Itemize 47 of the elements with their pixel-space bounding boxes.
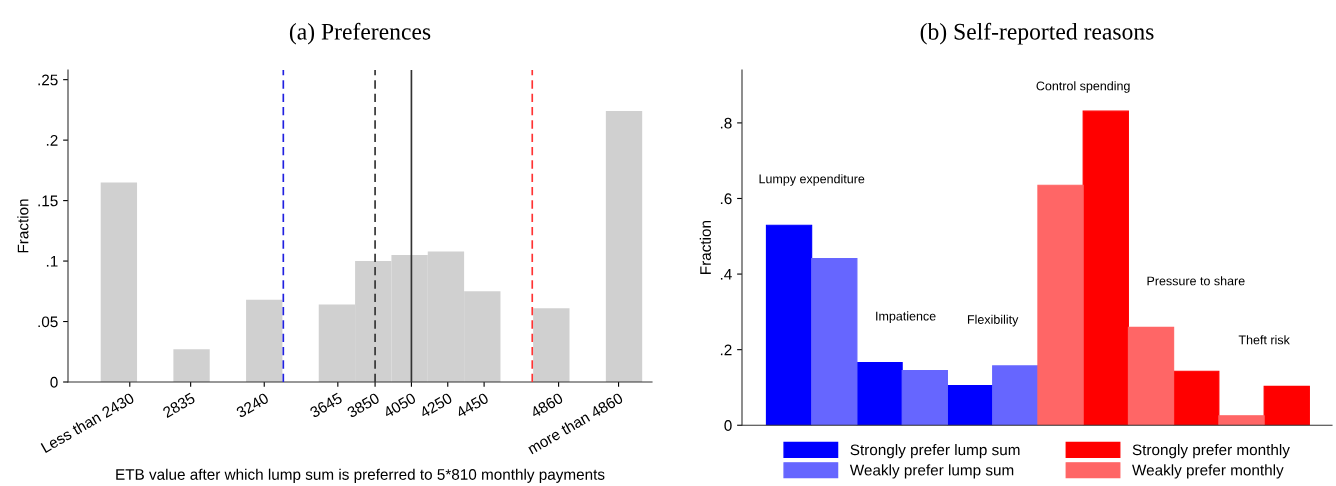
x-tick-label: 3645 bbox=[309, 392, 343, 419]
annotation: Theft risk bbox=[1238, 335, 1290, 345]
y-tick-label: .2 bbox=[720, 344, 732, 356]
y-tick-label: .15 bbox=[38, 195, 58, 207]
bar bbox=[1127, 326, 1175, 426]
y-tick-label: .1 bbox=[46, 256, 58, 267]
bar bbox=[992, 365, 1039, 426]
legend-label: Strongly prefer monthly bbox=[1132, 444, 1290, 459]
legend-label: Weakly prefer monthly bbox=[1132, 464, 1284, 479]
bar bbox=[1218, 415, 1265, 426]
bar bbox=[901, 369, 948, 426]
chart-title: (a) Preferences bbox=[289, 22, 431, 45]
x-tick-label: 4050 bbox=[382, 392, 417, 419]
bar bbox=[856, 361, 903, 426]
bar bbox=[1173, 370, 1220, 426]
x-tick-label: 4250 bbox=[418, 392, 453, 419]
bar bbox=[1082, 110, 1129, 426]
bar bbox=[765, 224, 813, 426]
legend-label: Weakly prefer lump sum bbox=[849, 464, 1014, 479]
x-tick-label: 3240 bbox=[235, 392, 270, 419]
bar bbox=[1037, 184, 1084, 426]
bar bbox=[946, 385, 994, 426]
x-tick-label: Less than 2430 bbox=[40, 392, 135, 454]
legend-label: Strongly prefer lump sum bbox=[850, 444, 1020, 459]
bar bbox=[1263, 385, 1310, 426]
y-tick-label: .05 bbox=[38, 316, 58, 328]
annotation: Flexibility bbox=[967, 314, 1019, 327]
y-tick-label: 0 bbox=[724, 420, 732, 431]
x-tick-label: 2835 bbox=[162, 392, 196, 419]
y-tick-label: .25 bbox=[38, 74, 58, 86]
y-tick-label: .8 bbox=[720, 117, 732, 129]
x-tick-label: 4860 bbox=[529, 392, 564, 419]
y-tick-label: .4 bbox=[720, 269, 732, 280]
x-tick-label: 4450 bbox=[455, 392, 490, 419]
chart-title: (b) Self-reported reasons bbox=[920, 22, 1154, 45]
y-tick-label: .2 bbox=[46, 134, 58, 146]
annotation: Impatience bbox=[876, 311, 936, 323]
bar bbox=[811, 258, 858, 426]
annotation: Lumpy expenditure bbox=[759, 174, 865, 186]
y-axis-title: Fraction bbox=[17, 199, 29, 253]
x-axis-title: ETB value after which lump sum is preferred to 5*810 monthly payments bbox=[116, 468, 605, 483]
annotation: Control spending bbox=[1036, 81, 1130, 93]
y-axis-title: Fraction bbox=[699, 221, 711, 274]
y-tick-label: 0 bbox=[50, 376, 58, 388]
x-tick-label: 3850 bbox=[346, 392, 381, 419]
y-tick-label: .6 bbox=[720, 193, 732, 205]
annotation: Pressure to share bbox=[1147, 276, 1245, 286]
